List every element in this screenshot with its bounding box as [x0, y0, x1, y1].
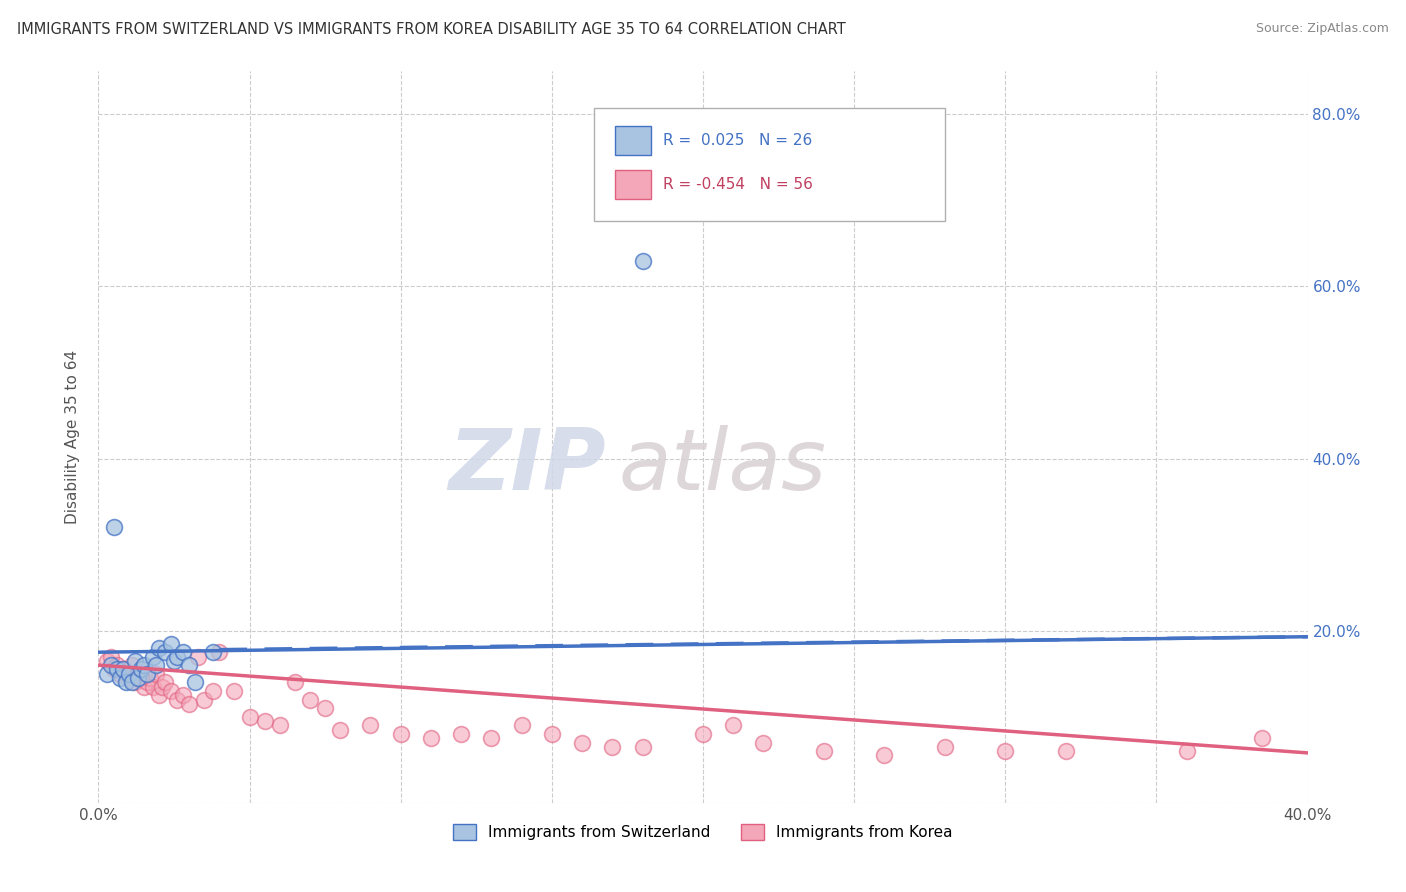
Point [142, 649, 165, 664]
Point [481, 731, 503, 746]
Point [153, 675, 176, 690]
Text: R = -0.454   N = 56: R = -0.454 N = 56 [664, 178, 813, 193]
Point [111, 662, 134, 676]
Point [723, 718, 745, 732]
Point [100, 658, 122, 673]
Point [145, 666, 167, 681]
FancyBboxPatch shape [614, 126, 651, 155]
Point [172, 688, 194, 702]
Point [166, 649, 188, 664]
FancyBboxPatch shape [614, 170, 651, 199]
Text: IMMIGRANTS FROM SWITZERLAND VS IMMIGRANTS FROM KOREA DISABILITY AGE 35 TO 64 COR: IMMIGRANTS FROM SWITZERLAND VS IMMIGRANT… [17, 22, 845, 37]
Point [994, 744, 1017, 758]
Y-axis label: Disability Age 35 to 64: Disability Age 35 to 64 [65, 350, 80, 524]
Point [111, 662, 134, 676]
Point [129, 671, 152, 685]
Point [100, 649, 122, 664]
Point [692, 727, 714, 741]
Point [121, 658, 143, 673]
Point [329, 723, 352, 737]
Point [631, 739, 654, 754]
Point [160, 637, 183, 651]
Point [269, 718, 291, 732]
Point [187, 649, 209, 664]
Text: ZIP: ZIP [449, 425, 606, 508]
Point [540, 727, 562, 741]
Point [193, 692, 215, 706]
Point [145, 658, 167, 673]
Point [118, 666, 141, 681]
Legend: Immigrants from Switzerland, Immigrants from Korea: Immigrants from Switzerland, Immigrants … [447, 818, 959, 847]
Point [389, 727, 412, 741]
Point [127, 671, 149, 685]
Point [135, 675, 157, 690]
Point [124, 654, 146, 668]
Point [1054, 744, 1077, 758]
Point [105, 662, 128, 676]
Point [631, 253, 654, 268]
Point [253, 714, 276, 728]
Point [118, 671, 141, 685]
Point [160, 684, 183, 698]
Point [184, 675, 207, 690]
Point [1175, 744, 1198, 758]
Point [114, 666, 136, 681]
Point [224, 684, 246, 698]
Point [179, 697, 201, 711]
Point [105, 658, 128, 673]
Point [114, 675, 136, 690]
Point [121, 675, 143, 690]
Point [132, 680, 155, 694]
Point [166, 692, 188, 706]
Point [179, 658, 201, 673]
Point [132, 658, 155, 673]
Point [873, 748, 896, 763]
Text: Source: ZipAtlas.com: Source: ZipAtlas.com [1256, 22, 1389, 36]
Point [450, 727, 472, 741]
Point [108, 671, 131, 685]
Point [314, 701, 336, 715]
Point [284, 675, 307, 690]
FancyBboxPatch shape [595, 108, 945, 221]
Point [148, 688, 170, 702]
Point [129, 662, 152, 676]
Text: atlas: atlas [619, 425, 827, 508]
Point [208, 645, 231, 659]
Point [813, 744, 835, 758]
Point [153, 645, 176, 659]
Point [142, 680, 165, 694]
Point [127, 671, 149, 685]
Point [139, 671, 162, 685]
Point [360, 718, 382, 732]
Point [1251, 731, 1274, 746]
Point [108, 666, 131, 681]
Text: R =  0.025   N = 26: R = 0.025 N = 26 [664, 133, 813, 148]
Point [602, 739, 624, 754]
Point [420, 731, 443, 746]
Point [124, 675, 146, 690]
Point [150, 680, 173, 694]
Point [239, 710, 262, 724]
Point [752, 735, 775, 749]
Point [96, 666, 118, 681]
Point [96, 654, 118, 668]
Point [299, 692, 322, 706]
Point [172, 645, 194, 659]
Point [103, 662, 125, 676]
Point [202, 645, 225, 659]
Point [510, 718, 533, 732]
Point [163, 654, 186, 668]
Point [934, 739, 956, 754]
Point [135, 666, 157, 681]
Point [103, 520, 125, 534]
Point [148, 640, 170, 655]
Point [571, 735, 593, 749]
Point [202, 684, 225, 698]
